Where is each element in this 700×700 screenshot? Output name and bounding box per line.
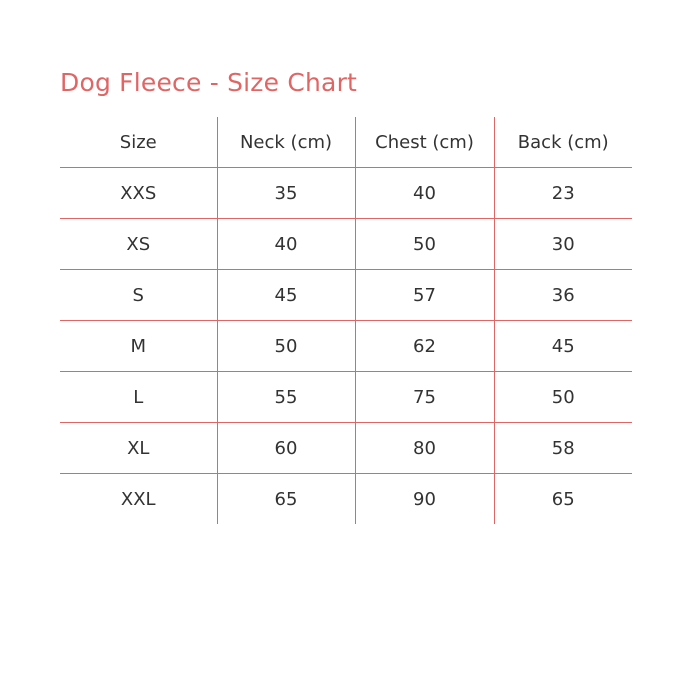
table-cell: 90 [354, 473, 494, 524]
table-row: XS 40 50 30 [60, 218, 632, 270]
table-cell: M [60, 320, 217, 372]
table-cell: 23 [493, 167, 632, 219]
table-cell: 45 [493, 320, 632, 372]
table-cell: XXS [60, 167, 217, 219]
table-row: L 55 75 50 [60, 371, 632, 423]
table-cell: 50 [354, 218, 494, 270]
table-cell: 58 [493, 422, 632, 474]
table-cell: 80 [354, 422, 494, 474]
table-cell: 65 [216, 473, 355, 524]
table-cell: L [60, 371, 217, 423]
table-cell: XXL [60, 473, 217, 524]
table-row: M 50 62 45 [60, 320, 632, 372]
table-row: XXL 65 90 65 [60, 473, 632, 524]
column-header: Back (cm) [493, 117, 632, 168]
table-cell: 65 [493, 473, 632, 524]
table-row: XXS 35 40 23 [60, 167, 632, 219]
table-cell: 62 [354, 320, 494, 372]
table-cell: 55 [216, 371, 355, 423]
table-row: XL 60 80 58 [60, 422, 632, 474]
table-cell: 35 [216, 167, 355, 219]
table-cell: 40 [354, 167, 494, 219]
table-cell: 36 [493, 269, 632, 321]
table-cell: 57 [354, 269, 494, 321]
table-header-row: Size Neck (cm) Chest (cm) Back (cm) [60, 117, 632, 168]
table-cell: XL [60, 422, 217, 474]
table-cell: 50 [493, 371, 632, 423]
column-header: Size [119, 131, 157, 153]
table-cell: 75 [354, 371, 494, 423]
table-cell: 45 [216, 269, 355, 321]
table-cell: 30 [493, 218, 632, 270]
table-cell: 60 [216, 422, 355, 474]
column-header: Chest (cm) [354, 117, 494, 168]
table-cell: 50 [216, 320, 355, 372]
size-chart-table: Size Neck (cm) Chest (cm) Back (cm) XXS 35 40… [60, 117, 632, 524]
table-cell: XS [60, 218, 217, 270]
table-cell: 40 [216, 218, 355, 270]
table-row: S 45 57 36 [60, 269, 632, 321]
page-title: Dog Fleece - Size Chart [60, 68, 358, 97]
column-header: Neck (cm) [216, 117, 355, 168]
table-cell: S [60, 269, 217, 321]
